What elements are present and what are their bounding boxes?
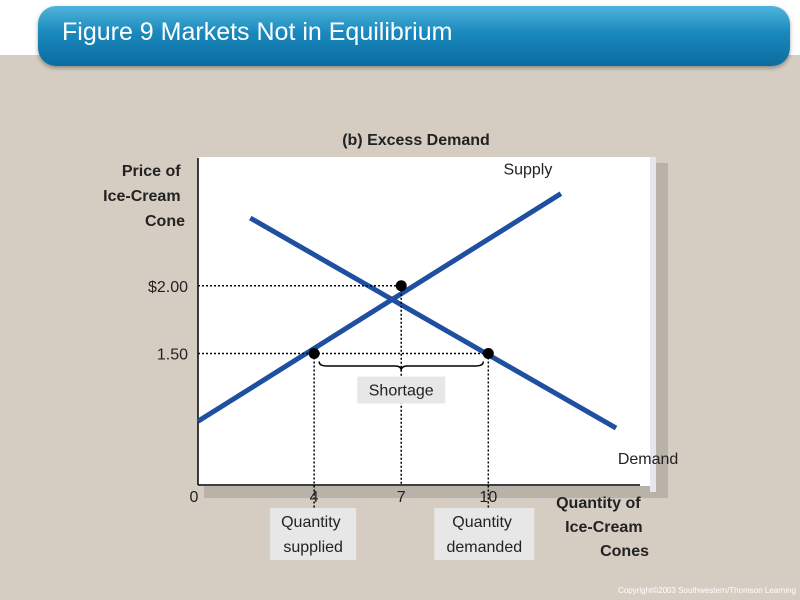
quantity-demanded-label-line-1: Quantity (452, 514, 512, 531)
supply-curve-label: Supply (503, 162, 552, 179)
demand-curve (249, 215, 618, 431)
quantity-tick-label: 4 (310, 489, 319, 506)
supply-curve (196, 191, 563, 424)
quantity-tick-label: 7 (397, 489, 406, 506)
shortage-label-box (357, 376, 446, 404)
y-axis-label-line-2: Ice-Cream (103, 188, 180, 205)
y-axis-label: Price of Ice-Cream Cone (103, 163, 185, 230)
plot-edge (650, 157, 656, 492)
quantity-supplied-label: Quantity supplied (281, 514, 345, 556)
quantity-demanded-label: Quantity demanded (447, 514, 523, 556)
title-bar (38, 6, 790, 66)
quantity-demanded-label-line-2: demanded (447, 539, 523, 556)
quantity-supplied-label-line-2: supplied (283, 539, 343, 556)
chart-title: (b) Excess Demand (342, 132, 490, 149)
x-axis-label-line-1: Quantity of (556, 495, 641, 512)
slide-title: Figure 9 Markets Not in Equilibrium (62, 18, 453, 46)
x-axis-label: Quantity of Ice-Cream Cones (556, 495, 649, 560)
shortage-label: Shortage (369, 383, 434, 400)
quantity-supplied-label-box (270, 508, 357, 560)
price-tick-label: 1.50 (157, 347, 188, 364)
price-tick-label: $2.00 (148, 279, 188, 296)
copyright-notice: Copyright©2003 Southwestern/Thomson Lear… (618, 586, 796, 595)
equilibrium-point (395, 280, 407, 292)
y-axis-label-line-1: Price of (122, 163, 181, 180)
y-axis-label-line-3: Cone (145, 213, 185, 230)
quantity-supplied-label-line-1: Quantity (281, 514, 341, 531)
quantity-demanded-point (482, 348, 494, 360)
x-axis-label-line-2: Ice-Cream (565, 519, 642, 536)
quantity-tick-label: 10 (479, 489, 497, 506)
demand-curve-label: Demand (618, 451, 678, 468)
plot-area (198, 157, 650, 486)
x-axis-label-line-3: Cones (600, 543, 649, 560)
quantity-demanded-label-box (434, 508, 535, 560)
quantity-supplied-point (308, 348, 320, 360)
quantity-tick-label: 0 (190, 489, 199, 506)
